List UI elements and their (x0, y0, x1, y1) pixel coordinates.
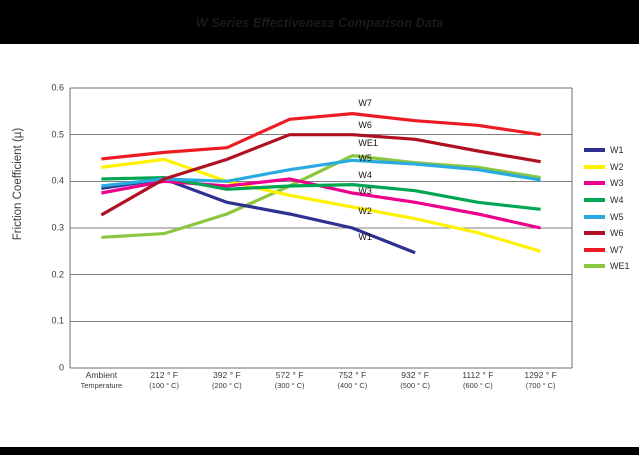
series-line-we1 (101, 154, 541, 239)
x-tick-fahrenheit: 392 ° F (212, 370, 241, 380)
x-tick-celsius: (400 ° C) (337, 380, 368, 390)
series-line-w2 (101, 157, 542, 253)
axis-frame (69, 87, 573, 369)
legend-swatch-icon (584, 214, 605, 219)
legend-label: W5 (610, 211, 624, 222)
legend-item-w3[interactable]: W3 (584, 175, 639, 192)
y-tick-label: 0.2 (51, 269, 64, 280)
x-tick-fahrenheit: 752 ° F (338, 370, 367, 380)
x-tick-label: 572 ° F (300 ° C) (252, 370, 328, 391)
y-tick-label: 0.6 (51, 82, 64, 93)
chart-title: W Series Effectiveness Comparison Data (195, 16, 444, 30)
y-tick-label: 0 (58, 362, 64, 373)
x-tick-label: 1292 ° F (700 ° C) (503, 370, 579, 391)
x-tick-label: 752 ° F (400 ° C) (314, 370, 390, 391)
x-tick-label: Ambient Temperature (63, 370, 139, 391)
legend-item-w4[interactable]: W4 (584, 192, 639, 209)
x-tick-celsius: (100 ° C) (149, 380, 179, 390)
legend-swatch-icon (584, 247, 605, 252)
legend-item-w5[interactable]: W5 (584, 208, 639, 225)
legend-label: W3 (610, 178, 624, 189)
legend-label: W2 (610, 161, 624, 172)
y-axis-tick-labels: 0 0.1 0.2 0.3 0.4 0.5 0.6 (12, 44, 64, 374)
chart-legend: W1 W2 W3 W4 W5 W6 W7 WE1 (584, 142, 639, 275)
x-tick-celsius: Temperature (80, 380, 123, 390)
x-tick-label: 212 ° F (100 ° C) (126, 370, 202, 391)
series-inline-label-w3: W3 (358, 186, 372, 196)
legend-item-w6[interactable]: W6 (584, 225, 639, 242)
legend-swatch-icon (584, 198, 605, 203)
x-tick-celsius: (600 ° C) (463, 380, 493, 390)
legend-label: W1 (610, 145, 624, 156)
x-tick-label: 1112 ° F (600 ° C) (440, 370, 516, 391)
legend-item-w2[interactable]: W2 (584, 159, 639, 176)
legend-item-w7[interactable]: W7 (584, 242, 639, 259)
legend-swatch-icon (584, 164, 605, 169)
x-tick-fahrenheit: 1292 ° F (524, 370, 557, 380)
legend-swatch-icon (584, 148, 605, 153)
legend-label: W6 (610, 228, 624, 239)
series-inline-label-w6: W6 (358, 119, 372, 130)
y-tick-label: 0.4 (51, 175, 64, 186)
x-tick-fahrenheit: 212 ° F (150, 370, 179, 380)
series-inline-label-w5: W5 (358, 153, 372, 164)
legend-swatch-icon (584, 181, 605, 186)
x-tick-celsius: (500 ° C) (400, 380, 430, 390)
x-tick-label: 932 ° F (500 ° C) (377, 370, 453, 391)
x-tick-celsius: (700 ° C) (525, 380, 556, 390)
series-line-w6 (100, 133, 541, 217)
legend-item-w1[interactable]: W1 (584, 142, 639, 159)
legend-swatch-icon (584, 264, 605, 269)
x-tick-fahrenheit: 932 ° F (401, 370, 430, 380)
series-inline-label-we1: WE1 (358, 137, 378, 148)
series-line-w5 (101, 158, 541, 188)
legend-label: WE1 (610, 261, 630, 272)
legend-item-we1[interactable]: WE1 (584, 258, 639, 275)
y-tick-label: 0.1 (51, 315, 64, 326)
x-tick-fahrenheit: Ambient (85, 370, 118, 380)
series-inline-label-w4: W4 (358, 169, 372, 180)
x-tick-fahrenheit: 1112 ° F (462, 370, 494, 380)
x-axis-tick-labels: Ambient Temperature 212 ° F (100 ° C) 392 ° … (0, 370, 639, 416)
legend-label: W4 (610, 195, 624, 206)
legend-swatch-icon (584, 231, 605, 236)
y-tick-label: 0.3 (51, 222, 64, 233)
series-lines (100, 112, 542, 255)
x-tick-label: 392 ° F (200 ° C) (189, 370, 265, 391)
x-tick-fahrenheit: 572 ° F (275, 370, 304, 380)
gridlines (70, 87, 572, 369)
y-tick-label: 0.5 (51, 129, 64, 140)
series-line-w7 (101, 112, 541, 161)
series-inline-label-w7: W7 (358, 97, 372, 108)
series-inline-label-w2: W2 (358, 206, 372, 216)
series-inline-label-w1: W1 (358, 232, 372, 242)
x-tick-celsius: (300 ° C) (274, 380, 305, 390)
x-tick-celsius: (200 ° C) (212, 380, 242, 390)
legend-label: W7 (610, 244, 624, 255)
chart-canvas (0, 44, 639, 447)
